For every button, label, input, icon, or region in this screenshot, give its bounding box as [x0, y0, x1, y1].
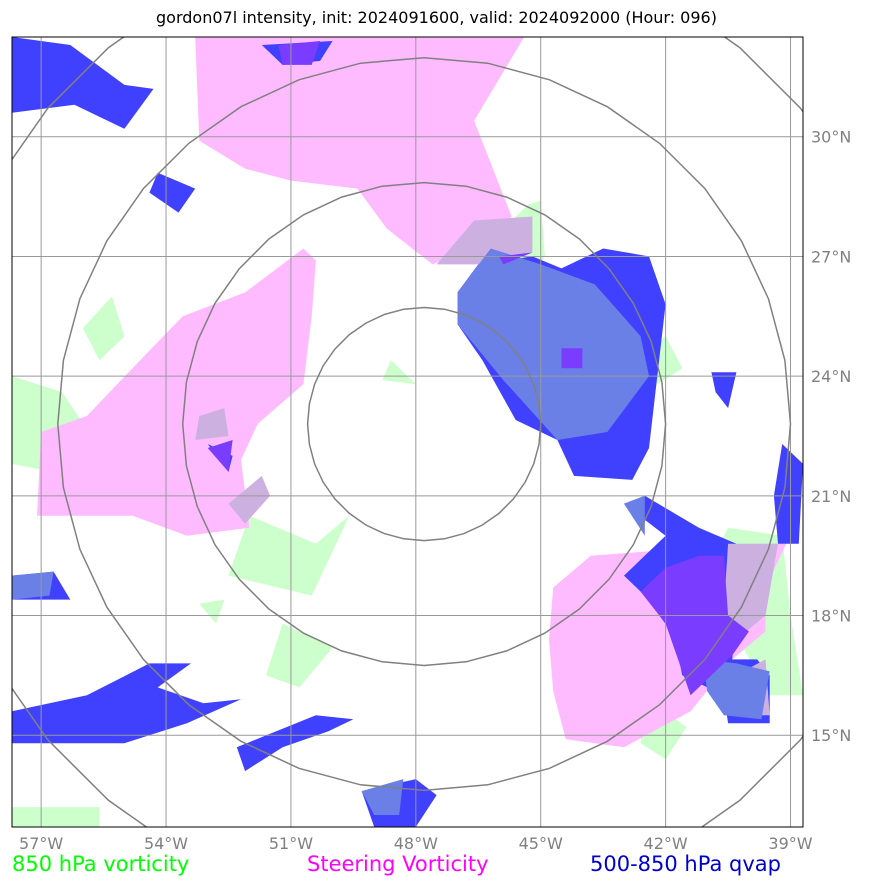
y-tick-label: 27°N [811, 247, 851, 266]
500-850-hpa-qvap-region-8 [12, 663, 241, 744]
qvap-green-overlap-region-3 [12, 571, 54, 600]
qvap-green-overlap-region-0 [457, 248, 649, 440]
legend-qvap: 500-850 hPa qvap [590, 852, 781, 876]
plot-frame [11, 36, 804, 828]
qvap-steering-overlap-region-0 [278, 41, 321, 65]
steering-vorticity-region-1 [37, 248, 316, 536]
range-ring-1 [181, 181, 667, 667]
range-ring-2 [57, 56, 792, 792]
x-tick-label: 48°W [394, 834, 438, 853]
y-tick-label: 30°N [811, 128, 851, 147]
850-hpa-vorticity-region-3 [82, 296, 125, 361]
y-tick-label: 15°N [811, 726, 851, 745]
overlap-region-0 [436, 216, 533, 265]
steering-vorticity-region-0 [195, 37, 525, 265]
x-tick-label: 51°W [269, 834, 313, 853]
qvap-steering-overlap-region-3 [499, 252, 533, 265]
qvap-steering-overlap-region-4 [640, 555, 749, 696]
y-tick-label: 24°N [811, 367, 851, 386]
qvap-green-overlap-region-2 [361, 779, 404, 815]
850-hpa-vorticity-region-5 [228, 515, 350, 596]
850-hpa-vorticity-region-12 [199, 599, 225, 624]
chart-title: gordon07l intensity, init: 2024091600, v… [156, 8, 717, 27]
qvap-green-overlap-region-4 [624, 495, 645, 536]
500-850-hpa-qvap-region-1 [12, 37, 154, 129]
y-tick-label: 18°N [811, 607, 851, 626]
x-tick-label: 57°W [19, 834, 63, 853]
legend-steering-vorticity: Steering Vorticity [307, 852, 489, 876]
x-tick-label: 39°W [768, 834, 812, 853]
850-hpa-vorticity-region-11 [382, 360, 416, 385]
overlap-region-4 [228, 475, 271, 524]
y-tick-label: 21°N [811, 487, 851, 506]
500-850-hpa-qvap-region-2 [149, 172, 196, 213]
500-850-hpa-qvap-region-5 [773, 444, 803, 544]
legend-850-vorticity: 850 hPa vorticity [12, 852, 190, 876]
x-tick-label: 42°W [644, 834, 688, 853]
x-tick-label: 45°W [519, 834, 563, 853]
range-ring-0 [306, 306, 542, 542]
overlap-region-1 [195, 408, 229, 440]
x-tick-label: 54°W [144, 834, 188, 853]
qvap-green-overlap-region-1 [703, 659, 770, 720]
500-850-hpa-qvap-region-9 [236, 715, 354, 772]
500-850-hpa-qvap-region-6 [711, 372, 737, 409]
850-hpa-vorticity-region-7 [266, 623, 333, 688]
qvap-steering-overlap-region-1 [207, 440, 233, 472]
qvap-steering-overlap-region-2 [561, 348, 583, 369]
850-hpa-vorticity-region-10 [12, 807, 100, 827]
